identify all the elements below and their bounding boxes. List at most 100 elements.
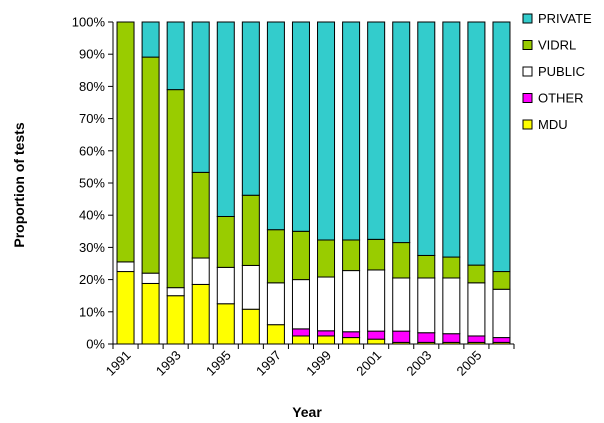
bar-vidrl-2002 (392, 242, 411, 279)
bar-public-1991 (116, 261, 135, 273)
bar-public-1993 (166, 287, 185, 297)
bar-mdu-1997 (266, 324, 285, 345)
bar-public-1999 (317, 276, 336, 332)
bar-public-2004 (442, 277, 461, 335)
bar-mdu-1991 (116, 271, 135, 345)
bar-mdu-1998 (291, 335, 310, 345)
bar-public-1996 (241, 264, 260, 310)
x-tick-label-1999: 1999 (303, 348, 334, 379)
y-tick-label: 50% (79, 176, 105, 191)
legend-swatch-vidrl (522, 40, 533, 50)
x-axis: 1991 1993 1995 1997 1999 2001 2003 2005 (103, 343, 515, 379)
bar-other-1998 (291, 328, 310, 337)
legend-swatch-other (522, 93, 533, 103)
legend-swatch-private (522, 13, 533, 24)
y-tick-label: 40% (79, 208, 105, 223)
x-tick-label-1997: 1997 (253, 348, 284, 379)
bar-vidrl-2005 (467, 264, 486, 284)
bar-vidrl-1998 (291, 230, 310, 281)
plot-area (116, 21, 511, 345)
bar-public-2005 (467, 282, 486, 337)
bar-mdu-1999 (317, 335, 336, 345)
y-tick-label: 60% (79, 143, 105, 158)
bar-private-1992 (141, 21, 160, 58)
bar-private-1994 (191, 21, 210, 173)
y-tick-label: 30% (79, 240, 105, 255)
bar-vidrl-2003 (417, 254, 436, 279)
bar-mdu-1993 (166, 295, 185, 345)
bar-vidrl-1991 (116, 21, 135, 263)
y-tick-label: 90% (79, 47, 105, 62)
bar-public-1997 (266, 282, 285, 326)
bar-mdu-1992 (141, 282, 160, 345)
y-tick-label: 20% (79, 272, 105, 287)
bar-public-2006 (492, 288, 511, 339)
bar-public-2000 (342, 270, 361, 333)
bar-vidrl-1995 (216, 215, 235, 268)
x-axis-title: Year (292, 404, 322, 420)
y-axis-title: Proportion of tests (11, 122, 27, 247)
bar-vidrl-1994 (191, 171, 210, 259)
bar-mdu-1996 (241, 308, 260, 345)
bar-private-1993 (166, 21, 185, 91)
y-tick-label: 0% (86, 337, 105, 352)
bar-private-2005 (467, 21, 486, 266)
bar-public-1995 (216, 266, 235, 305)
bar-private-2000 (342, 21, 361, 241)
legend-label-public: PUBLIC (538, 64, 585, 79)
x-tick-label-2003: 2003 (403, 348, 434, 379)
bar-private-2002 (392, 21, 411, 244)
bar-public-1994 (191, 257, 210, 285)
bar-other-2001 (367, 330, 386, 340)
bar-vidrl-2006 (492, 271, 511, 290)
bar-private-2003 (417, 21, 436, 256)
bar-vidrl-1996 (241, 194, 260, 266)
bar-other-2002 (392, 330, 411, 343)
bar-vidrl-1992 (141, 56, 160, 274)
bar-mdu-2001 (367, 338, 386, 345)
bar-vidrl-1993 (166, 89, 185, 289)
bar-private-1997 (266, 21, 285, 231)
bar-vidrl-1997 (266, 229, 285, 284)
bar-other-2006 (492, 337, 511, 343)
bar-other-2004 (442, 333, 461, 343)
legend-swatch-public (522, 66, 533, 77)
bar-other-2000 (342, 331, 361, 339)
bar-private-2006 (492, 21, 511, 273)
x-tick-label-1991: 1991 (103, 348, 134, 379)
x-tick-label-1993: 1993 (153, 348, 184, 379)
legend-swatch-mdu (522, 119, 533, 130)
bar-public-2001 (367, 269, 386, 332)
legend-label-private: PRIVATE (538, 11, 592, 26)
y-tick-label: 10% (79, 304, 105, 319)
bar-public-2003 (417, 277, 436, 334)
legend-label-other: OTHER (538, 91, 584, 106)
bar-public-2002 (392, 277, 411, 332)
y-tick-label: 70% (79, 111, 105, 126)
bar-vidrl-2004 (442, 256, 461, 279)
y-axis: 0% 10% 20% 30% 40% 50% 60% 70% 80% 90% 100% (72, 15, 114, 352)
bar-other-2003 (417, 332, 436, 343)
bar-public-1998 (291, 279, 310, 330)
legend: PRIVATE VIDRL PUBLIC OTHER MDU (522, 11, 592, 132)
bar-vidrl-2001 (367, 238, 386, 271)
bar-private-1999 (317, 21, 336, 241)
bar-mdu-1995 (216, 303, 235, 345)
bar-public-1992 (141, 272, 160, 284)
bar-mdu-2000 (342, 337, 361, 345)
bar-private-1998 (291, 21, 310, 232)
bar-private-2001 (367, 21, 386, 240)
bar-vidrl-2000 (342, 239, 361, 272)
bar-other-2005 (467, 335, 486, 343)
bar-private-1995 (216, 21, 235, 217)
legend-label-mdu: MDU (538, 117, 568, 132)
x-tick-label-2001: 2001 (353, 348, 384, 379)
bar-private-2004 (442, 21, 461, 258)
bar-private-1996 (241, 21, 260, 196)
y-tick-label: 100% (72, 15, 106, 30)
x-tick-label-2005: 2005 (453, 348, 484, 379)
bar-mdu-1994 (191, 283, 210, 345)
bar-other-1999 (317, 330, 336, 337)
y-tick-label: 80% (79, 79, 105, 94)
